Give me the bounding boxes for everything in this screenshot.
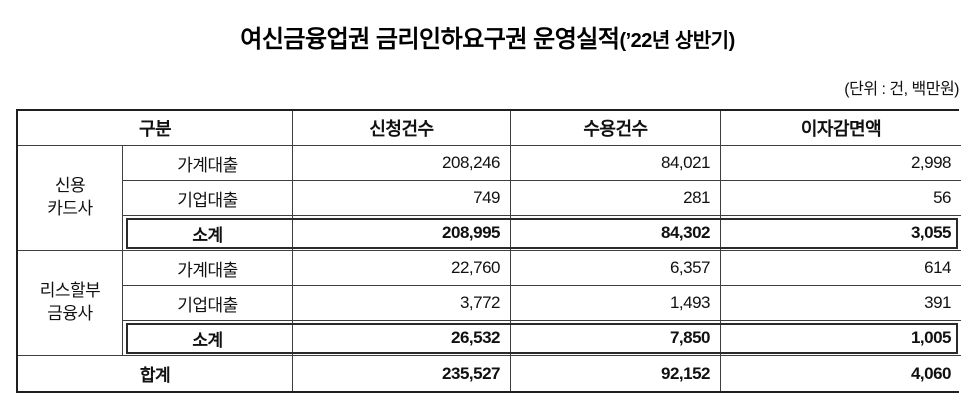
row-label-total: 합계 xyxy=(18,356,293,391)
value-applications: 208,246 xyxy=(293,146,511,181)
group-label-credit-card: 신용 카드사 xyxy=(18,146,123,251)
stats-table: 구분 신청건수 수용건수 이자감면액 신용 카드사 가계대출 208,246 8… xyxy=(16,109,961,393)
value-applications: 235,527 xyxy=(293,356,511,391)
value-acceptances: 281 xyxy=(511,181,721,216)
group-label-lease-installment: 리스할부 금융사 xyxy=(18,251,123,356)
value-acceptances: 92,152 xyxy=(511,356,721,391)
value-applications: 22,760 xyxy=(293,251,511,286)
row-label-household-loan: 가계대출 xyxy=(123,146,293,181)
value-acceptances: 1,493 xyxy=(511,286,721,321)
page: 여신금융업권 금리인하요구권 운영실적(’22년 상반기) (단위 : 건, 백… xyxy=(16,0,961,393)
row-label-corporate-loan: 기업대출 xyxy=(123,286,293,321)
page-title: 여신금융업권 금리인하요구권 운영실적(’22년 상반기) xyxy=(16,18,959,55)
col-header-interest-reduction: 이자감면액 xyxy=(721,111,961,146)
col-header-acceptances: 수용건수 xyxy=(511,111,721,146)
value-interest-reduction: 3,055 xyxy=(721,216,961,251)
value-acceptances: 6,357 xyxy=(511,251,721,286)
value-interest-reduction: 1,005 xyxy=(721,321,961,356)
col-header-category: 구분 xyxy=(18,111,293,146)
value-applications: 3,772 xyxy=(293,286,511,321)
row-label-household-loan: 가계대출 xyxy=(123,251,293,286)
unit-note: (단위 : 건, 백만원) xyxy=(844,81,959,98)
value-interest-reduction: 391 xyxy=(721,286,961,321)
value-acceptances: 84,021 xyxy=(511,146,721,181)
value-applications: 749 xyxy=(293,181,511,216)
value-applications: 208,995 xyxy=(293,216,511,251)
row-label-subtotal: 소계 xyxy=(123,216,293,251)
value-interest-reduction: 614 xyxy=(721,251,961,286)
value-acceptances: 7,850 xyxy=(511,321,721,356)
row-label-subtotal: 소계 xyxy=(123,321,293,356)
page-title-main: 여신금융업권 금리인하요구권 운영실적 xyxy=(240,26,620,53)
col-header-applications: 신청건수 xyxy=(293,111,511,146)
value-interest-reduction: 4,060 xyxy=(721,356,961,391)
value-interest-reduction: 2,998 xyxy=(721,146,961,181)
value-interest-reduction: 56 xyxy=(721,181,961,216)
value-acceptances: 84,302 xyxy=(511,216,721,251)
row-label-corporate-loan: 기업대출 xyxy=(123,181,293,216)
value-applications: 26,532 xyxy=(293,321,511,356)
page-title-period: (’22년 상반기) xyxy=(619,30,735,52)
